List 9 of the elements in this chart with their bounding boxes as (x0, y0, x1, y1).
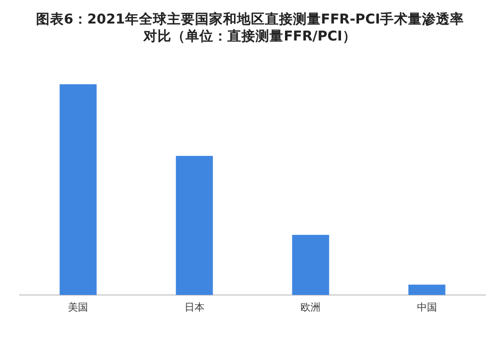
x-tick-label: 美国 (68, 302, 88, 314)
chart-title: 图表6：2021年全球主要国家和地区直接测量FFR-PCI手术量渗透率对比（单位：直接测量FFR/PCI） (36, 10, 464, 44)
bar (292, 234, 330, 295)
bar (176, 156, 213, 295)
x-tick-label: 中国 (416, 302, 437, 314)
bar (408, 284, 446, 295)
x-tick-label: 欧洲 (300, 302, 321, 314)
x-tick-label: 日本 (184, 302, 204, 314)
bar (60, 84, 97, 295)
